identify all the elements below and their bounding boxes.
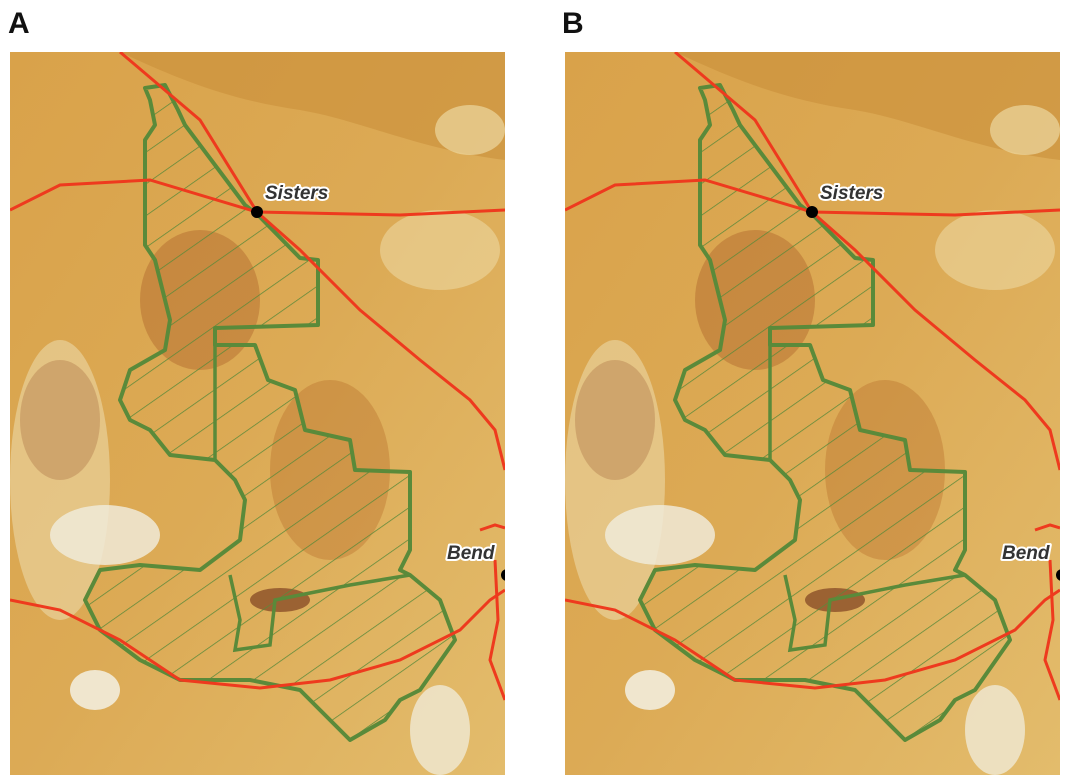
place-label: Sisters [265, 183, 328, 204]
panel-b: B Sisters Bend [562, 7, 1067, 775]
map [10, 52, 513, 775]
place-label: Bend [447, 543, 495, 564]
map [565, 52, 1067, 775]
figure: A Sisters Bend B Sisters Bend [0, 0, 1067, 778]
panel-label: B [562, 7, 584, 40]
panel-a: A Sisters Bend [8, 7, 513, 775]
place-label: Bend [1002, 543, 1050, 564]
panel-label: A [8, 7, 30, 40]
place-label: Sisters [820, 183, 883, 204]
page: A Sisters Bend B Sisters Bend (() => { c… [0, 0, 1067, 778]
